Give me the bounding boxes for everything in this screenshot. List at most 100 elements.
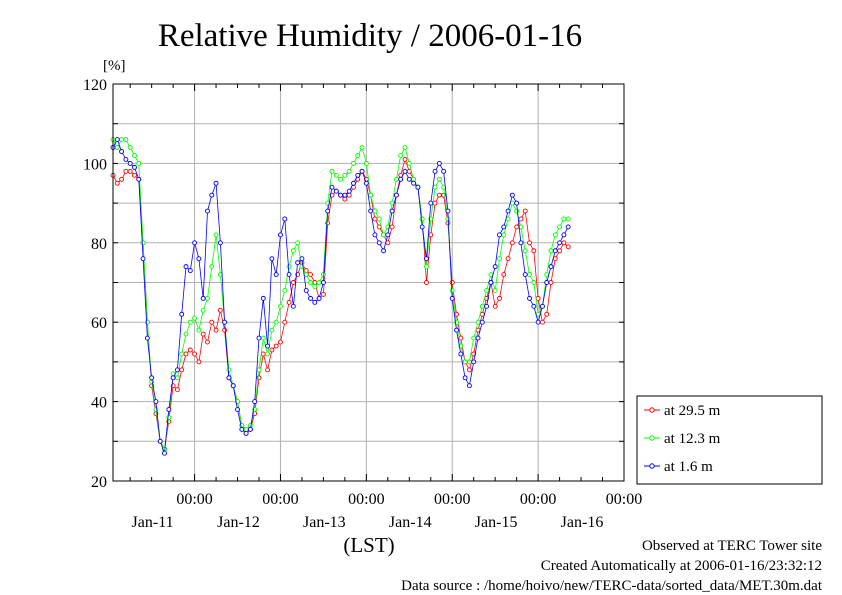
data-point [411, 176, 417, 182]
data-point [303, 287, 309, 293]
data-point [209, 319, 215, 325]
data-point [548, 248, 554, 254]
data-point [273, 272, 279, 278]
x-tick-time-label: 00:00 [176, 491, 212, 508]
data-point [458, 351, 464, 357]
data-point [436, 160, 442, 166]
data-point [140, 240, 146, 246]
data-point [316, 295, 322, 301]
y-tick-label: 120 [83, 77, 107, 94]
data-point [501, 232, 507, 238]
data-point [424, 280, 429, 285]
data-point [531, 280, 537, 285]
legend-marker [649, 407, 655, 413]
y-tick-label: 20 [91, 474, 107, 491]
legend-marker [649, 463, 655, 469]
data-point [260, 351, 266, 357]
data-point [170, 375, 176, 381]
data-point [217, 240, 223, 246]
footer-created: Created Automatically at 2006-01-16/23:3… [541, 558, 822, 574]
data-point [269, 347, 275, 353]
data-point [329, 184, 335, 190]
data-point [119, 149, 125, 154]
data-point [346, 192, 352, 198]
data-point [389, 208, 395, 214]
series-at-29-5-m [110, 156, 571, 452]
data-point [501, 224, 507, 230]
data-point [402, 145, 408, 150]
data-point [278, 232, 283, 238]
data-point [449, 295, 455, 301]
y-axis-ticks: 20 40 60 80 100 120 [83, 77, 624, 491]
data-point [389, 224, 395, 230]
data-point [376, 216, 382, 222]
data-point [522, 208, 528, 214]
chart-title: Relative Humidity / 2006-01-16 [158, 18, 582, 54]
data-point [256, 335, 262, 341]
data-point [200, 295, 206, 301]
data-point [342, 172, 348, 178]
data-point [278, 339, 283, 345]
data-point [114, 137, 120, 143]
data-point [466, 359, 472, 365]
x-tick-date-label: Jan-12 [217, 514, 260, 531]
data-point [157, 438, 163, 444]
data-point [179, 311, 185, 317]
data-point [187, 268, 193, 274]
data-point [539, 303, 545, 309]
data-point [346, 188, 352, 194]
data-point [290, 303, 296, 309]
data-point [183, 351, 189, 357]
data-point [381, 232, 386, 238]
data-point [557, 224, 563, 230]
data-point [509, 192, 515, 198]
data-point [462, 359, 468, 365]
x-tick-date-label: Jan-13 [303, 514, 346, 531]
y-tick-label: 60 [91, 315, 107, 332]
y-tick-label: 40 [91, 395, 107, 412]
data-point [561, 216, 567, 222]
data-point [436, 176, 442, 182]
data-point [561, 232, 567, 238]
data-point [252, 399, 258, 405]
data-point [273, 343, 279, 349]
data-point [290, 280, 296, 285]
data-point [226, 367, 232, 373]
data-point [466, 367, 472, 373]
data-point [565, 224, 571, 230]
data-point [351, 160, 356, 166]
data-point [123, 137, 129, 143]
data-point [247, 426, 253, 432]
data-point [303, 272, 309, 278]
data-point [295, 240, 301, 246]
data-point [376, 240, 382, 246]
data-point [192, 315, 198, 321]
data-point [239, 426, 245, 432]
data-point [162, 450, 167, 456]
data-point [372, 208, 378, 214]
data-point [205, 339, 210, 345]
x-tick-date-label: Jan-11 [132, 514, 174, 531]
data-point [338, 176, 344, 182]
data-point [359, 168, 365, 174]
data-point [406, 176, 412, 182]
data-point [286, 264, 292, 270]
x-tick-date-label: Jan-16 [561, 514, 604, 531]
data-point [479, 319, 485, 325]
data-point [544, 280, 550, 285]
data-point [132, 164, 137, 170]
data-point [127, 160, 133, 166]
data-point [196, 256, 202, 262]
y-axis-unit: [%] [103, 58, 126, 74]
data-point [260, 295, 266, 301]
data-point [509, 240, 515, 246]
data-point [428, 200, 434, 206]
data-point [333, 172, 339, 178]
data-point [183, 264, 189, 270]
data-point [527, 240, 532, 246]
data-point [492, 303, 498, 309]
data-point [565, 244, 571, 250]
data-point [213, 327, 219, 333]
data-point [466, 383, 472, 389]
